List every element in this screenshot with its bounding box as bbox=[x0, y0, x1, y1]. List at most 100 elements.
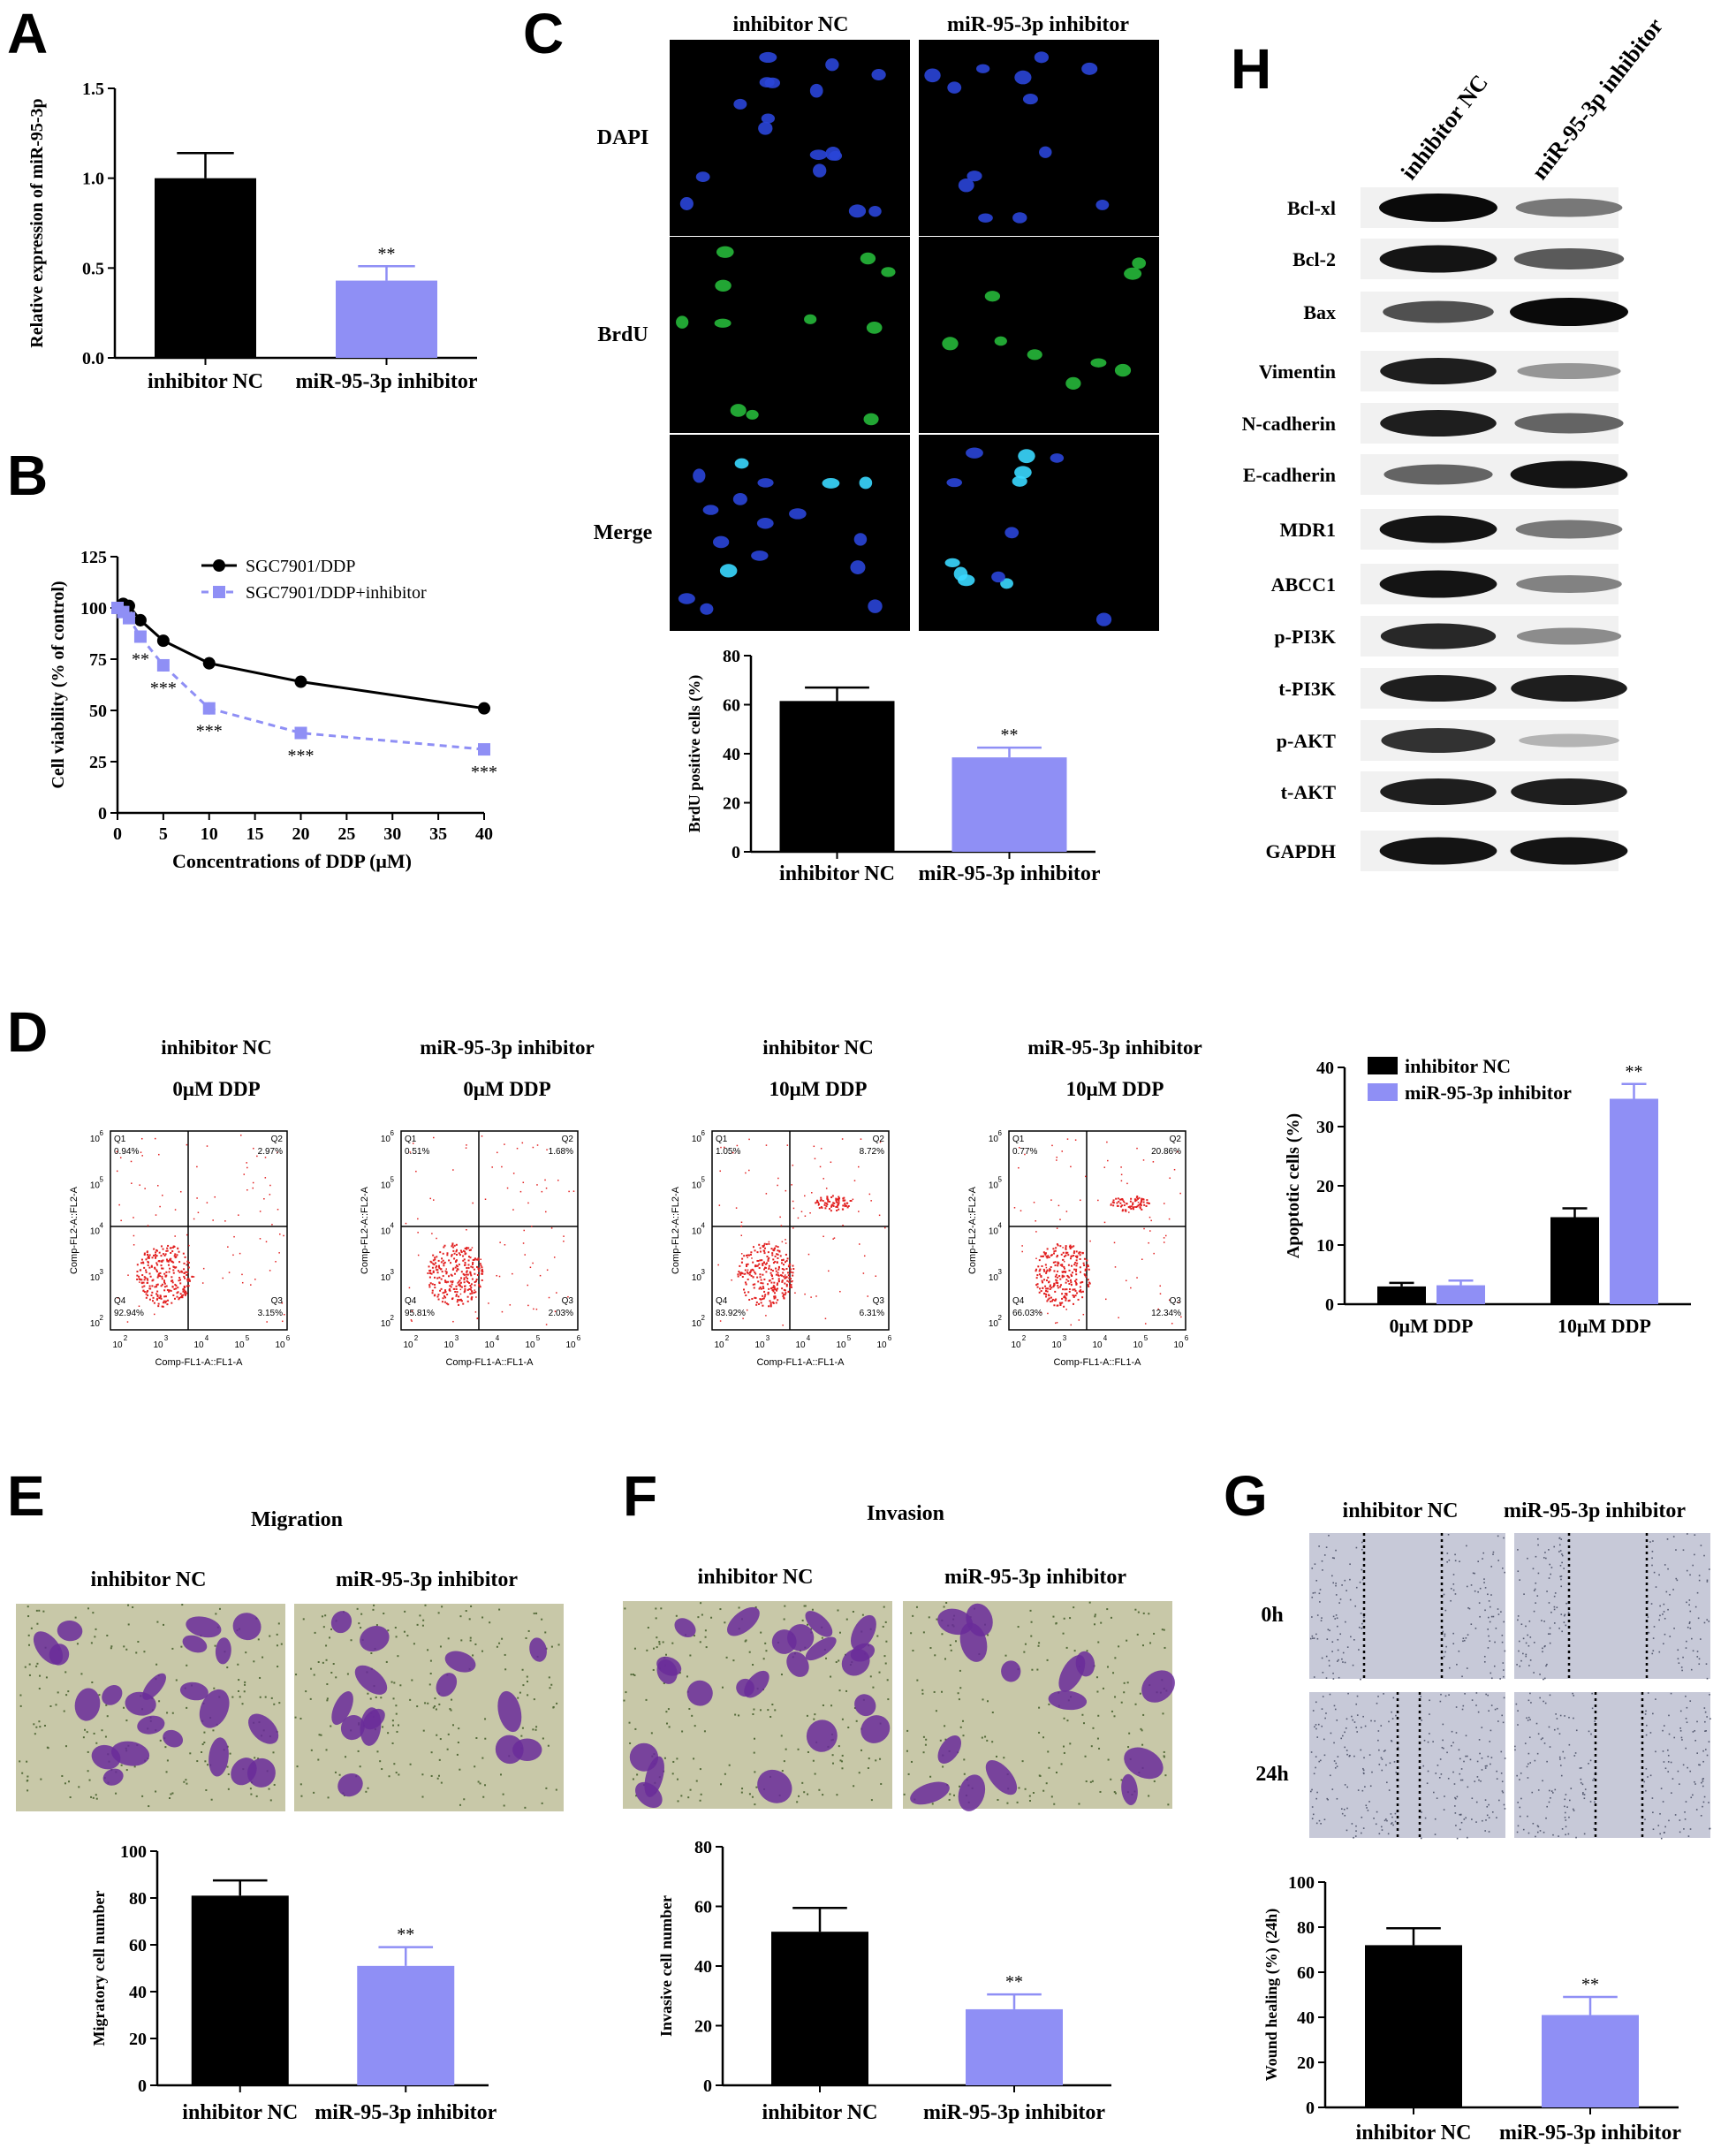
cell-dot bbox=[1542, 1737, 1543, 1739]
event-dot bbox=[827, 1198, 830, 1201]
pore-dot bbox=[317, 1660, 320, 1663]
event-dot bbox=[177, 1248, 179, 1250]
event-dot bbox=[455, 1253, 458, 1256]
bar bbox=[1365, 1945, 1462, 2107]
event-dot bbox=[453, 1244, 456, 1247]
event-dot bbox=[531, 1226, 533, 1227]
cell-dot bbox=[1674, 1814, 1677, 1816]
event-dot bbox=[150, 1264, 153, 1267]
cell-dot bbox=[1472, 1572, 1474, 1575]
pore-dot bbox=[785, 1748, 787, 1750]
quadrant-percent: 6.31% bbox=[860, 1309, 884, 1318]
y-tick-label: 10 bbox=[90, 1227, 101, 1237]
cell-dot bbox=[1316, 1791, 1318, 1794]
event-dot bbox=[436, 1237, 437, 1240]
cell-dot bbox=[1568, 1816, 1570, 1818]
event-dot bbox=[133, 1217, 134, 1218]
x-tick-exponent: 2 bbox=[124, 1334, 128, 1342]
pore-dot bbox=[1024, 1788, 1027, 1790]
cell-dot bbox=[1362, 1715, 1364, 1718]
event-dot bbox=[1129, 1200, 1132, 1203]
cell-dot bbox=[1316, 1614, 1319, 1616]
event-dot bbox=[1042, 1255, 1044, 1257]
event-dot bbox=[1164, 1234, 1167, 1237]
event-dot bbox=[165, 1258, 168, 1261]
event-dot bbox=[1061, 1302, 1064, 1304]
event-dot bbox=[768, 1242, 770, 1245]
event-dot bbox=[544, 1179, 546, 1181]
stained-cell bbox=[1001, 1660, 1021, 1682]
event-dot bbox=[1120, 1166, 1122, 1168]
event-dot bbox=[875, 1275, 877, 1277]
cell-dot bbox=[1575, 1836, 1577, 1839]
pore-dot bbox=[634, 1727, 637, 1730]
pore-dot bbox=[944, 1738, 947, 1741]
event-dot bbox=[1140, 1201, 1142, 1203]
cell-dot bbox=[1475, 1821, 1477, 1823]
event-dot bbox=[1063, 1267, 1065, 1270]
event-dot bbox=[1048, 1280, 1050, 1283]
cell-dot bbox=[1314, 1563, 1316, 1565]
event-dot bbox=[752, 1283, 754, 1286]
event-dot bbox=[442, 1292, 444, 1294]
column-header: inhibitor NC bbox=[733, 13, 849, 36]
event-dot bbox=[739, 1264, 741, 1267]
x-tick-exponent: 6 bbox=[888, 1334, 892, 1342]
event-dot bbox=[156, 1264, 159, 1266]
cell-dot bbox=[1434, 1833, 1437, 1835]
event-dot bbox=[1136, 1196, 1139, 1198]
event-dot bbox=[176, 1254, 178, 1256]
cell-dot bbox=[1548, 1801, 1550, 1803]
event-dot bbox=[140, 1137, 143, 1140]
pore-dot bbox=[88, 1779, 91, 1781]
event-dot bbox=[775, 1270, 777, 1272]
cell-dot bbox=[1466, 1585, 1468, 1588]
event-dot bbox=[1125, 1279, 1127, 1282]
pore-dot bbox=[771, 1704, 774, 1706]
pore-dot bbox=[748, 1651, 751, 1653]
event-dot bbox=[737, 1275, 739, 1278]
cell-dot bbox=[1319, 1589, 1322, 1590]
cell-dot bbox=[1663, 1832, 1665, 1833]
cell-dot bbox=[1470, 1623, 1473, 1625]
cell-dot bbox=[1537, 1733, 1540, 1735]
cell-dot bbox=[1456, 1663, 1458, 1666]
stained-cell bbox=[142, 1673, 166, 1700]
cell-dot bbox=[1474, 1628, 1477, 1629]
cell-dot bbox=[1594, 1801, 1596, 1803]
event-dot bbox=[156, 1276, 159, 1279]
pore-dot bbox=[957, 1692, 959, 1695]
event-dot bbox=[804, 1195, 806, 1197]
pore-dot bbox=[760, 1631, 762, 1634]
cell-dot bbox=[1580, 1781, 1582, 1784]
cell-dot bbox=[1348, 1755, 1351, 1757]
event-dot bbox=[1137, 1197, 1140, 1200]
cell-dot bbox=[1326, 1638, 1329, 1640]
cell-dot bbox=[1482, 1819, 1483, 1822]
event-dot bbox=[768, 1256, 770, 1259]
event-dot bbox=[1063, 1270, 1065, 1272]
cell-dot bbox=[1484, 1609, 1486, 1612]
cell-dot bbox=[1337, 1756, 1339, 1757]
pore-dot bbox=[183, 1780, 186, 1783]
event-dot bbox=[440, 1261, 443, 1264]
pore-dot bbox=[379, 1760, 382, 1763]
cell-dot bbox=[1540, 1738, 1543, 1741]
event-dot bbox=[1132, 1203, 1134, 1206]
cell-nucleus bbox=[693, 468, 706, 483]
pore-dot bbox=[459, 1803, 462, 1806]
cell-dot bbox=[1537, 1544, 1539, 1546]
pore-dot bbox=[1031, 1668, 1034, 1671]
cell-dot bbox=[1690, 1796, 1693, 1799]
row-label: BrdU bbox=[597, 323, 648, 346]
event-dot bbox=[533, 1308, 534, 1310]
event-dot bbox=[777, 1246, 779, 1249]
event-dot bbox=[171, 1302, 173, 1304]
event-dot bbox=[174, 1256, 177, 1259]
event-dot bbox=[758, 1267, 761, 1270]
cell-dot bbox=[1315, 1756, 1317, 1757]
pore-dot bbox=[30, 1627, 33, 1629]
event-dot bbox=[1136, 1277, 1138, 1279]
cell-dot bbox=[1573, 1695, 1574, 1697]
